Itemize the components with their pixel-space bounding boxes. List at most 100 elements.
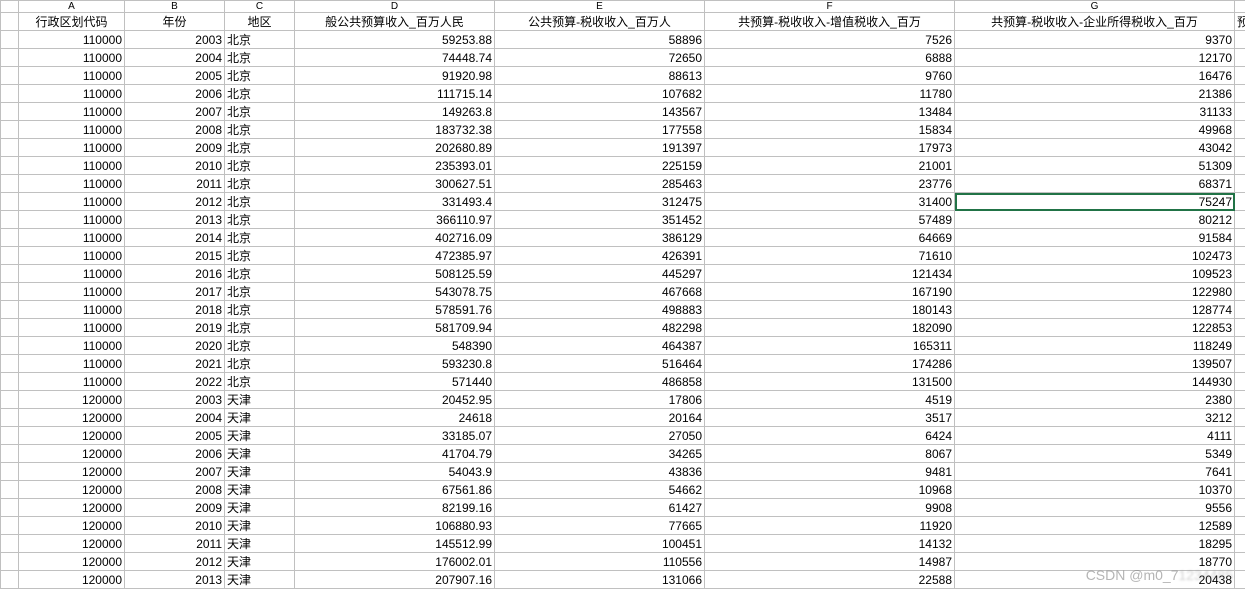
cell[interactable]: [1235, 211, 1245, 229]
cell[interactable]: 2014: [125, 229, 225, 247]
cell[interactable]: 57489: [705, 211, 955, 229]
cell[interactable]: 120000: [19, 409, 125, 427]
cell[interactable]: 2011: [125, 175, 225, 193]
header-cell[interactable]: 地区: [225, 13, 295, 31]
cell[interactable]: 578591.76: [295, 301, 495, 319]
cell[interactable]: 2009: [125, 139, 225, 157]
cell[interactable]: 300627.51: [295, 175, 495, 193]
cell[interactable]: 120000: [19, 535, 125, 553]
cell[interactable]: 2018: [125, 301, 225, 319]
cell[interactable]: 21001: [705, 157, 955, 175]
cell[interactable]: [1235, 175, 1245, 193]
cell[interactable]: 天津: [225, 535, 295, 553]
cell[interactable]: 北京: [225, 121, 295, 139]
cell[interactable]: 北京: [225, 319, 295, 337]
cell[interactable]: 49968: [955, 121, 1235, 139]
cell[interactable]: 9760: [705, 67, 955, 85]
cell[interactable]: 2005: [125, 67, 225, 85]
cell[interactable]: [1235, 409, 1245, 427]
cell[interactable]: 110000: [19, 211, 125, 229]
cell[interactable]: 120000: [19, 463, 125, 481]
cell[interactable]: 51309: [955, 157, 1235, 175]
cell[interactable]: 43836: [495, 463, 705, 481]
row-number[interactable]: [1, 103, 19, 121]
cell[interactable]: [1235, 301, 1245, 319]
cell[interactable]: 北京: [225, 373, 295, 391]
cell[interactable]: [1235, 499, 1245, 517]
cell[interactable]: [1235, 373, 1245, 391]
cell[interactable]: 16476: [955, 67, 1235, 85]
cell[interactable]: 2008: [125, 121, 225, 139]
cell[interactable]: 北京: [225, 67, 295, 85]
cell[interactable]: [1235, 139, 1245, 157]
cell[interactable]: 120000: [19, 517, 125, 535]
cell[interactable]: 177558: [495, 121, 705, 139]
cell[interactable]: 20164: [495, 409, 705, 427]
cell[interactable]: 581709.94: [295, 319, 495, 337]
cell[interactable]: 18770: [955, 553, 1235, 571]
cell[interactable]: 120000: [19, 481, 125, 499]
cell[interactable]: 74448.74: [295, 49, 495, 67]
cell[interactable]: 北京: [225, 49, 295, 67]
cell[interactable]: 2012: [125, 553, 225, 571]
cell[interactable]: 2021: [125, 355, 225, 373]
cell[interactable]: 235393.01: [295, 157, 495, 175]
cell[interactable]: 110000: [19, 139, 125, 157]
cell[interactable]: 24618: [295, 409, 495, 427]
row-number[interactable]: [1, 301, 19, 319]
cell[interactable]: 110000: [19, 121, 125, 139]
cell[interactable]: 北京: [225, 157, 295, 175]
row-number[interactable]: [1, 67, 19, 85]
cell[interactable]: 107682: [495, 85, 705, 103]
cell[interactable]: 472385.97: [295, 247, 495, 265]
row-number[interactable]: [1, 391, 19, 409]
cell[interactable]: 12170: [955, 49, 1235, 67]
cell[interactable]: 5349: [955, 445, 1235, 463]
cell[interactable]: [1235, 121, 1245, 139]
cell[interactable]: 9370: [955, 31, 1235, 49]
cell[interactable]: 498883: [495, 301, 705, 319]
cell[interactable]: 543078.75: [295, 283, 495, 301]
cell[interactable]: 天津: [225, 409, 295, 427]
cell[interactable]: 21386: [955, 85, 1235, 103]
cell[interactable]: 165311: [705, 337, 955, 355]
cell[interactable]: 14132: [705, 535, 955, 553]
cell[interactable]: 2004: [125, 409, 225, 427]
cell[interactable]: 10370: [955, 481, 1235, 499]
cell[interactable]: 北京: [225, 229, 295, 247]
row-number[interactable]: [1, 463, 19, 481]
cell[interactable]: 2013: [125, 571, 225, 589]
cell[interactable]: 北京: [225, 103, 295, 121]
row-number[interactable]: [1, 337, 19, 355]
cell[interactable]: 91584: [955, 229, 1235, 247]
row-number[interactable]: [1, 373, 19, 391]
cell[interactable]: 128774: [955, 301, 1235, 319]
cell[interactable]: 120000: [19, 427, 125, 445]
col-letter[interactable]: H: [1235, 1, 1245, 13]
cell[interactable]: 2007: [125, 463, 225, 481]
cell[interactable]: 2015: [125, 247, 225, 265]
cell[interactable]: 110000: [19, 301, 125, 319]
row-number[interactable]: [1, 571, 19, 589]
cell[interactable]: [1235, 571, 1245, 589]
row-number[interactable]: [1, 535, 19, 553]
cell[interactable]: 110000: [19, 337, 125, 355]
cell[interactable]: 285463: [495, 175, 705, 193]
cell[interactable]: 464387: [495, 337, 705, 355]
row-number[interactable]: [1, 553, 19, 571]
cell[interactable]: 91920.98: [295, 67, 495, 85]
cell[interactable]: 121434: [705, 265, 955, 283]
cell[interactable]: 2011: [125, 535, 225, 553]
cell[interactable]: 145512.99: [295, 535, 495, 553]
cell[interactable]: 7641: [955, 463, 1235, 481]
cell[interactable]: 2009: [125, 499, 225, 517]
cell[interactable]: [1235, 391, 1245, 409]
row-number[interactable]: [1, 517, 19, 535]
row-number[interactable]: [1, 319, 19, 337]
cell[interactable]: 508125.59: [295, 265, 495, 283]
cell[interactable]: 109523: [955, 265, 1235, 283]
cell[interactable]: 6888: [705, 49, 955, 67]
cell[interactable]: 548390: [295, 337, 495, 355]
cell[interactable]: [1235, 31, 1245, 49]
row-number[interactable]: [1, 211, 19, 229]
